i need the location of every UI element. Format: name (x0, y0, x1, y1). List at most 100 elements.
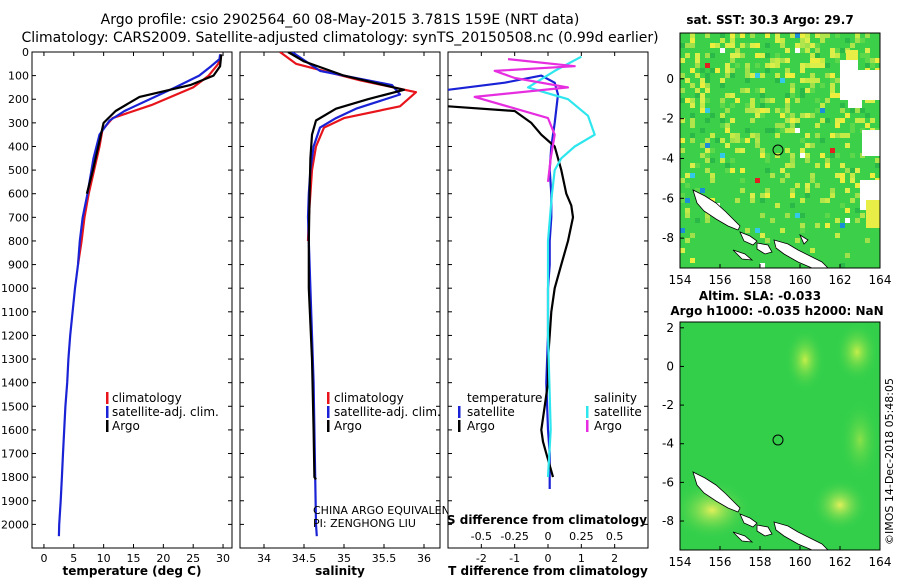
sst-pixel (820, 108, 825, 113)
sst-pixel (755, 108, 760, 113)
x2tick-label: 0.25 (569, 530, 594, 543)
sst-pixel (840, 48, 845, 53)
x2tick-label: -0.25 (500, 530, 528, 543)
sst-pixel (815, 163, 820, 168)
sst-pixel (765, 43, 770, 48)
sst-pixel (755, 53, 760, 58)
sst-pixel (825, 163, 830, 168)
sst-pixel (755, 178, 760, 183)
sst-pixel (820, 58, 825, 63)
sst-pixel (870, 118, 875, 123)
sst-pixel (800, 198, 805, 203)
sst-pixel (845, 208, 850, 213)
legend-label-argo: Argo (112, 419, 140, 433)
sst-pixel (835, 118, 840, 123)
salinity-xlabel: salinity (315, 564, 365, 578)
sst-pixel (815, 78, 820, 83)
sst-pixel (745, 103, 750, 108)
xtick-label: 1 (578, 552, 585, 565)
sst-pixel (810, 143, 815, 148)
sst-pixel (760, 103, 765, 108)
sst-pixel (755, 133, 760, 138)
sst-pixel (705, 83, 710, 88)
xtick-label: 30 (216, 552, 230, 565)
sst-pixel (800, 148, 805, 153)
sst-pixel (730, 168, 735, 173)
sst-pixel (855, 168, 860, 173)
legend-label-argo: Argo (334, 419, 362, 433)
sst-pixel (800, 153, 805, 158)
legend-swatch-argo (327, 420, 330, 432)
map-ytick-label: -6 (662, 475, 674, 489)
sst-pixel (730, 53, 735, 58)
sst-pixel (800, 33, 805, 38)
sst-pixel (840, 103, 845, 108)
sst-pixel (845, 38, 850, 43)
sst-pixel (785, 73, 790, 78)
sst-pixel (745, 78, 750, 83)
ytick-label: 500 (8, 164, 29, 177)
xtick-label: 20 (156, 552, 170, 565)
sst-pixel (835, 123, 840, 128)
sst-pixel (720, 138, 725, 143)
sst-pixel (720, 83, 725, 88)
sst-pixel (830, 153, 835, 158)
sst-pixel (805, 193, 810, 198)
xtick-label: 34 (257, 552, 271, 565)
sst-pixel (775, 153, 780, 158)
sst-pixel (800, 43, 805, 48)
sst-pixel (760, 198, 765, 203)
series-line-salinity-argo (473, 58, 576, 183)
sst-pixel (780, 228, 785, 233)
x2tick-label: 0 (545, 530, 552, 543)
sst-pixel (735, 98, 740, 103)
sst-pixel (760, 98, 765, 103)
sst-argo-marker (772, 144, 784, 156)
sst-pixel (865, 33, 870, 38)
sst-pixel (695, 188, 700, 193)
ytick-label: 1100 (1, 306, 29, 319)
xtick-label: 25 (186, 552, 200, 565)
sst-pixel (775, 38, 780, 43)
sst-pixel (790, 88, 795, 93)
sst-pixel (830, 193, 835, 198)
sst-pixel (735, 133, 740, 138)
sst-pixel (775, 203, 780, 208)
xtick-label: 35.5 (372, 552, 397, 565)
sst-pixel (690, 83, 695, 88)
sst-pixel (790, 203, 795, 208)
sst-pixel (785, 48, 790, 53)
sst-pixel (780, 123, 785, 128)
sst-pixel (720, 113, 725, 118)
sst-pixel (760, 73, 765, 78)
sst-pixel (815, 58, 820, 63)
sst-pixel (795, 43, 800, 48)
legend-label-climatology: climatology (334, 391, 404, 405)
sst-pixel (830, 93, 835, 98)
sst-pixel (815, 183, 820, 188)
xtick-label: -1 (509, 552, 520, 565)
sst-pixel (825, 158, 830, 163)
map-xtick-label: 154 (669, 555, 692, 569)
sst-pixel (725, 43, 730, 48)
sst-pixel (725, 128, 730, 133)
sst-pixel (705, 63, 710, 68)
sst-pixel (825, 213, 830, 218)
ytick-label: 2000 (1, 518, 29, 531)
sst-pixel (820, 38, 825, 43)
credit-line-2: PI: ZENGHONG LIU (313, 517, 416, 530)
sst-pixel (705, 143, 710, 148)
sst-pixel (695, 58, 700, 63)
sst-pixel (775, 78, 780, 83)
sla-map-panel: Altim. SLA: -0.033 Argo h1000: -0.035 h2… (662, 289, 891, 569)
legend-label-temp-argo: Argo (467, 419, 495, 433)
sst-pixel (805, 143, 810, 148)
sst-pixel (840, 133, 845, 138)
temperature-axis-ticks: 0100200300400500600700800900100011001200… (1, 46, 232, 565)
sst-pixel (765, 98, 770, 103)
sst-pixel (705, 153, 710, 158)
sst-pixel (745, 63, 750, 68)
sst-pixel (815, 63, 820, 68)
sst-pixel (700, 108, 705, 113)
sst-pixel (795, 213, 800, 218)
